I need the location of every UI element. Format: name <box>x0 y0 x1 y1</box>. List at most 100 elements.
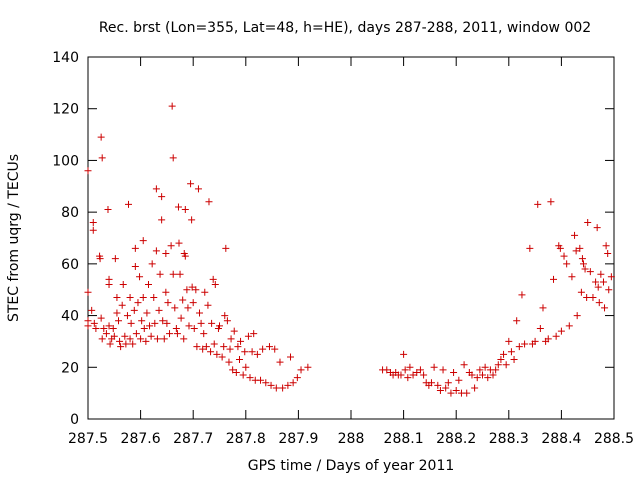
y-tick-label: 100 <box>52 153 79 169</box>
data-point <box>284 381 292 389</box>
data-point <box>586 268 594 276</box>
chart-title: Rec. brst (Lon=355, Lat=48, h=HE), days … <box>99 20 591 36</box>
y-tick-label: 140 <box>52 50 79 66</box>
x-tick-label: 287.5 <box>68 431 108 447</box>
data-point <box>110 332 118 340</box>
data-point <box>227 335 235 343</box>
data-point <box>90 319 98 327</box>
data-point <box>102 330 110 338</box>
y-tick-label: 120 <box>52 102 79 118</box>
data-point <box>447 389 455 397</box>
data-point <box>213 350 221 358</box>
data-point <box>463 389 471 397</box>
data-point <box>134 299 142 307</box>
data-point <box>404 374 412 382</box>
data-point <box>200 330 208 338</box>
data-point <box>584 218 592 226</box>
data-point <box>581 265 589 273</box>
data-point <box>536 325 544 332</box>
data-point <box>139 293 147 301</box>
data-point <box>420 371 428 379</box>
data-point <box>222 244 230 252</box>
data-point <box>129 340 137 348</box>
data-point <box>547 198 555 206</box>
data-point <box>181 206 189 214</box>
data-point <box>158 193 166 201</box>
data-point <box>188 283 196 291</box>
data-point <box>122 340 130 348</box>
data-point <box>142 337 150 345</box>
data-point <box>272 384 280 392</box>
data-point <box>106 340 114 348</box>
x-axis-label: GPS time / Days of year 2011 <box>248 458 455 474</box>
data-point <box>204 301 212 309</box>
data-point <box>489 371 497 379</box>
data-point <box>125 200 133 208</box>
data-point <box>594 283 602 291</box>
data-point <box>507 348 515 356</box>
data-point <box>166 330 174 338</box>
data-point <box>304 363 312 371</box>
data-point <box>153 335 161 343</box>
data-point <box>152 247 160 255</box>
data-point <box>427 379 435 387</box>
data-point <box>253 350 261 358</box>
data-point <box>192 286 200 294</box>
y-axis: 0 20 40 60 80 100 120 140 <box>52 50 614 428</box>
data-point <box>593 224 601 232</box>
data-point <box>147 332 155 340</box>
y-tick-label: 40 <box>61 309 79 325</box>
data-point <box>156 270 164 278</box>
data-point <box>84 322 92 330</box>
data-point <box>211 281 219 289</box>
data-point <box>180 335 188 343</box>
data-point <box>513 317 521 325</box>
data-point <box>188 216 196 224</box>
data-point <box>138 317 146 325</box>
data-point <box>436 387 444 395</box>
x-tick-label: 287.7 <box>173 431 213 447</box>
data-point <box>583 293 591 301</box>
data-point <box>248 348 256 356</box>
x-tick-label: 288 <box>338 431 365 447</box>
data-point <box>605 286 613 294</box>
data-point <box>226 345 234 353</box>
data-point <box>184 304 192 312</box>
data-point <box>155 306 163 314</box>
data-point <box>479 371 486 379</box>
data-point <box>113 309 121 317</box>
data-point <box>557 327 565 335</box>
data-point <box>115 317 123 325</box>
data-point <box>400 350 408 358</box>
data-point <box>175 239 183 247</box>
data-point <box>218 353 226 361</box>
x-tick-label: 288.2 <box>436 431 476 447</box>
y-tick-label: 20 <box>61 360 79 376</box>
data-point <box>550 275 558 283</box>
data-point <box>109 325 117 332</box>
data-point <box>127 319 135 327</box>
data-point <box>162 250 170 258</box>
data-point <box>416 366 424 374</box>
data-point <box>552 332 560 340</box>
data-point <box>450 368 458 376</box>
data-point <box>181 252 189 260</box>
data-point <box>262 379 270 387</box>
data-point <box>136 273 144 281</box>
data-point <box>573 312 581 320</box>
data-point <box>98 335 106 343</box>
data-point <box>225 358 233 366</box>
x-tick-label: 288.5 <box>594 431 634 447</box>
data-point <box>434 381 442 389</box>
data-point <box>250 330 258 338</box>
data-point <box>140 325 148 332</box>
data-point <box>187 180 195 188</box>
x-tick-label: 288.3 <box>489 431 529 447</box>
data-point <box>97 314 105 322</box>
data-point <box>471 384 479 392</box>
data-point <box>137 335 145 343</box>
data-point <box>205 198 213 206</box>
data-point <box>197 319 205 327</box>
x-tick-label: 287.9 <box>278 431 318 447</box>
data-point <box>430 363 438 371</box>
